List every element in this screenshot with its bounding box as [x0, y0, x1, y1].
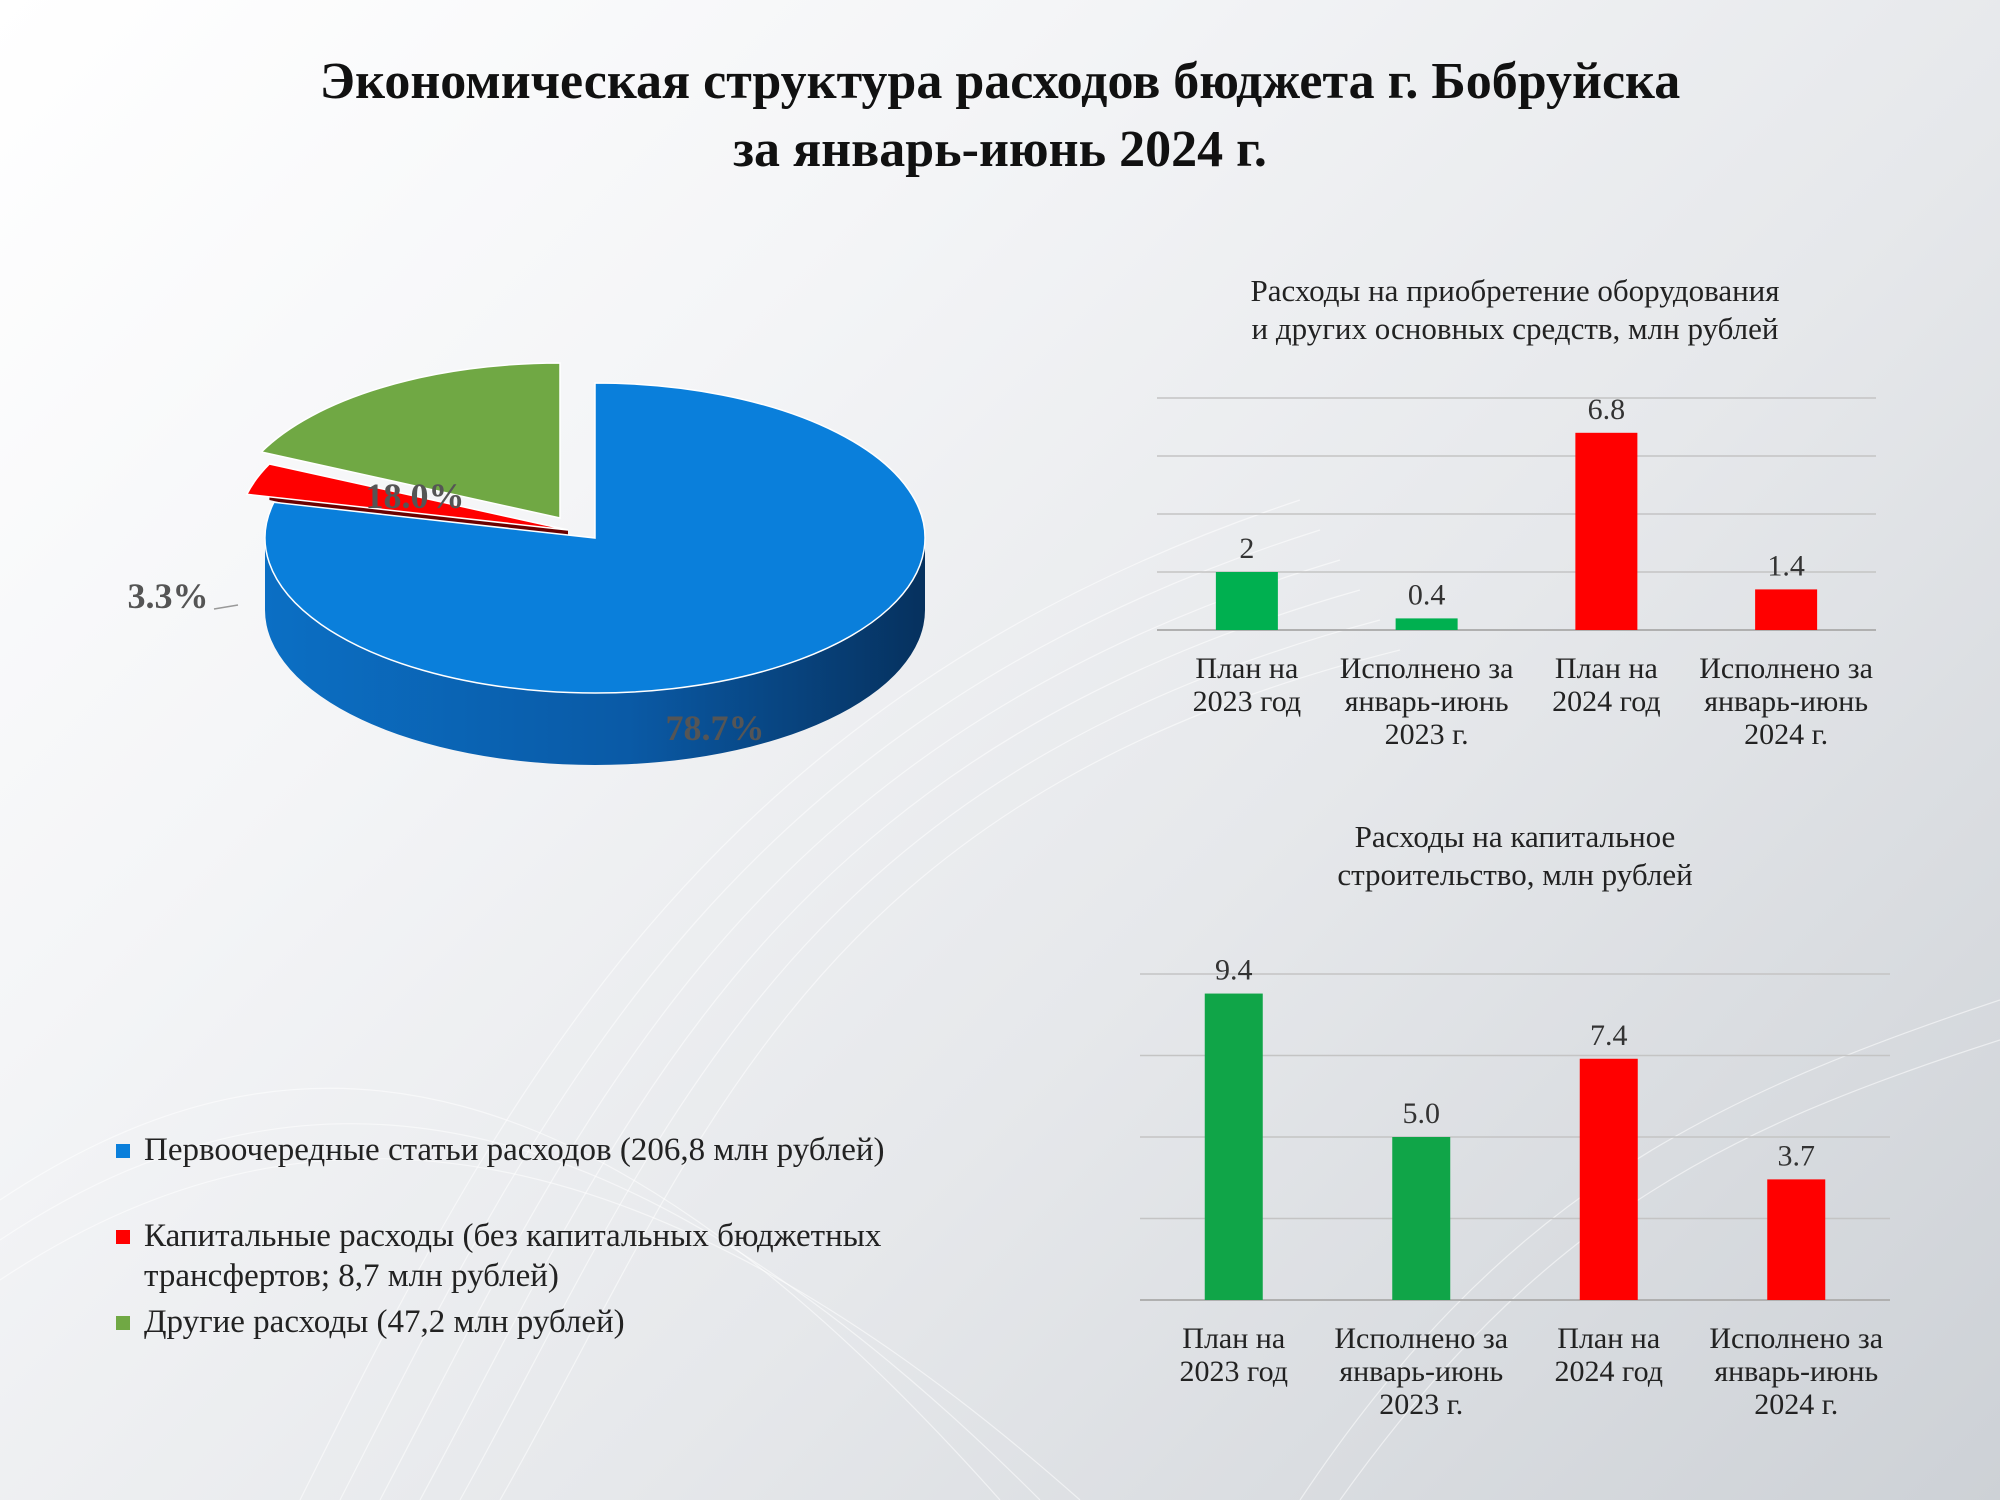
construction-category-label-4: Исполнено за [1709, 1322, 1883, 1355]
equipment-category-label-4: 2024 г. [1744, 718, 1828, 751]
construction-chart-title: Расходы на капитальное строительство, мл… [1140, 818, 1890, 894]
equipment-chart-title-line-1: Расходы на приобретение оборудования [1250, 273, 1780, 308]
construction-category-label-4: январь-июнь [1714, 1355, 1878, 1388]
equipment-bar-3 [1575, 432, 1638, 630]
construction-chart-title-line-2: строительство, млн рублей [1337, 857, 1693, 892]
legend-item-other: Другие расходы (47,2 млн рублей) [112, 1302, 1044, 1342]
construction-value-label-3: 7.4 [1590, 1019, 1628, 1052]
equipment-category-label-4: Исполнено за [1699, 652, 1873, 685]
construction-bar-3 [1579, 1058, 1638, 1300]
equipment-chart-title: Расходы на приобретение оборудования и д… [1140, 272, 1890, 348]
page-title: Экономическая структура расходов бюджета… [0, 48, 2000, 184]
construction-category-label-2: Исполнено за [1334, 1322, 1508, 1355]
construction-category-label-3: 2024 год [1555, 1355, 1663, 1388]
pie-slice-priority-side [265, 538, 925, 765]
equipment-value-label-3: 6.8 [1588, 393, 1626, 426]
construction-category-label-1: План на [1182, 1322, 1285, 1355]
equipment-category-label-1: План на [1195, 652, 1298, 685]
construction-category-label-1: 2023 год [1180, 1355, 1288, 1388]
construction-category-label-2: январь-июнь [1339, 1355, 1503, 1388]
pie-label-priority: 78.7% [666, 708, 765, 748]
pie-slice-capital [245, 463, 569, 531]
equipment-category-label-3: План на [1555, 652, 1658, 685]
pie-leader-line [213, 604, 239, 610]
equipment-category-label-3: 2024 год [1552, 685, 1660, 718]
legend-swatch-red [116, 1230, 130, 1244]
construction-value-label-1: 9.4 [1215, 954, 1253, 987]
legend-label-capital: Капитальные расходы (без капитальных бюд… [144, 1218, 882, 1294]
pie-chart: 78.7% 3.3% 18.0% [128, 362, 926, 765]
legend-item-priority: Первоочередные статьи расходов (206,8 мл… [112, 1130, 1044, 1170]
pie-label-other: 18.0% [366, 476, 465, 516]
construction-bar-1 [1204, 993, 1263, 1300]
legend-item-capital: Капитальные расходы (без капитальных бюд… [112, 1216, 1044, 1296]
equipment-category-label-2: Исполнено за [1340, 652, 1514, 685]
construction-category-label-4: 2024 г. [1754, 1388, 1838, 1421]
equipment-category-label-1: 2023 год [1193, 685, 1301, 718]
construction-bar-4 [1767, 1179, 1826, 1300]
page-title-line-1: Экономическая структура расходов бюджета… [319, 53, 1681, 110]
legend-label-other: Другие расходы (47,2 млн рублей) [144, 1304, 625, 1340]
equipment-category-label-2: январь-июнь [1345, 685, 1509, 718]
legend-swatch-blue [116, 1144, 130, 1158]
construction-category-label-2: 2023 г. [1379, 1388, 1463, 1421]
construction-bar-2 [1392, 1137, 1451, 1300]
construction-value-label-4: 3.7 [1778, 1139, 1816, 1172]
construction-chart-title-line-1: Расходы на капитальное [1354, 819, 1676, 854]
pie-slice-priority [264, 382, 926, 694]
page-title-line-2: за январь-июнь 2024 г. [733, 121, 1267, 178]
equipment-value-label-4: 1.4 [1767, 549, 1805, 582]
equipment-category-label-4: январь-июнь [1704, 685, 1868, 718]
equipment-category-label-2: 2023 г. [1385, 718, 1469, 751]
equipment-bar-4 [1755, 589, 1818, 630]
pie-slice-other [259, 362, 561, 519]
equipment-value-label-1: 2 [1239, 532, 1254, 565]
legend-swatch-green [116, 1316, 130, 1330]
equipment-chart-title-line-2: и других основных средств, млн рублей [1251, 311, 1779, 346]
construction-category-label-3: План на [1557, 1322, 1660, 1355]
pie-label-capital: 3.3% [128, 576, 209, 616]
legend-label-priority: Первоочередные статьи расходов (206,8 мл… [144, 1132, 885, 1168]
equipment-bar-2 [1395, 618, 1458, 630]
equipment-bar-1 [1215, 572, 1278, 630]
equipment-value-label-2: 0.4 [1408, 578, 1446, 611]
construction-value-label-2: 5.0 [1403, 1097, 1441, 1130]
